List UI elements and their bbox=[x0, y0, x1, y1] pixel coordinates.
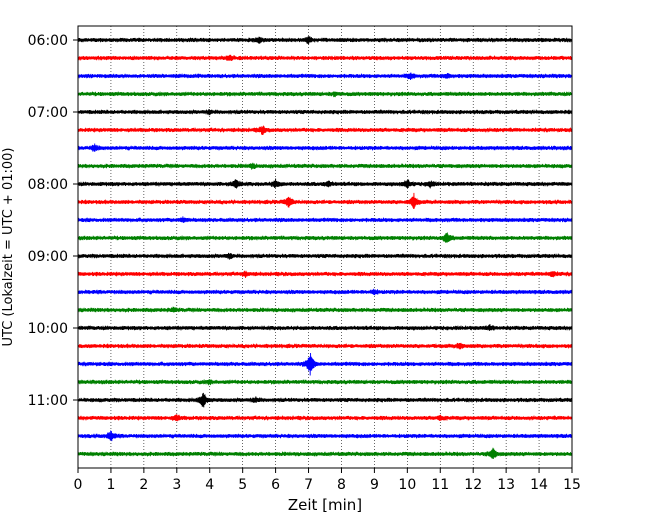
y-tick-label: 07:00 bbox=[28, 105, 68, 121]
x-tick-label: 1 bbox=[106, 477, 115, 493]
x-axis-label: Zeit [min] bbox=[288, 496, 362, 514]
x-tick-label: 9 bbox=[370, 477, 379, 493]
x-tick-label: 13 bbox=[497, 477, 515, 493]
trace-0730 bbox=[77, 143, 573, 152]
y-tick-label: 11:00 bbox=[28, 393, 68, 409]
trace-layer bbox=[77, 36, 573, 459]
trace-1115 bbox=[77, 414, 573, 422]
trace-1100 bbox=[77, 392, 573, 408]
x-axis: 0 1 2 3 4 5 6 7 8 9 10 11 12 13 14 15 bbox=[74, 468, 581, 493]
y-axis: 06:00 07:00 08:00 09:00 10:00 11:00 bbox=[28, 33, 78, 409]
trace-0745 bbox=[77, 162, 573, 170]
y-tick-label: 08:00 bbox=[28, 177, 68, 193]
trace-0630 bbox=[77, 72, 573, 80]
plot-frame bbox=[77, 25, 573, 469]
x-tick-label: 6 bbox=[271, 477, 280, 493]
x-tick-label: 7 bbox=[304, 477, 313, 493]
trace-0800 bbox=[77, 178, 573, 189]
trace-0815 bbox=[77, 192, 573, 209]
x-tick-label: 8 bbox=[337, 477, 346, 493]
trace-1000 bbox=[77, 324, 573, 331]
trace-1130 bbox=[77, 430, 573, 442]
trace-0830 bbox=[77, 216, 573, 224]
trace-0900 bbox=[77, 252, 573, 260]
trace-0915 bbox=[77, 270, 573, 278]
trace-1015 bbox=[77, 342, 573, 350]
x-tick-label: 5 bbox=[238, 477, 247, 493]
y-tick-label: 09:00 bbox=[28, 249, 68, 265]
y-tick-label: 06:00 bbox=[28, 33, 68, 49]
trace-0600 bbox=[77, 36, 573, 45]
x-tick-label: 0 bbox=[74, 477, 83, 493]
trace-0715 bbox=[77, 125, 573, 135]
x-tick-label: 3 bbox=[172, 477, 181, 493]
trace-0615 bbox=[77, 54, 573, 61]
x-tick-label: 14 bbox=[530, 477, 548, 493]
trace-0845 bbox=[77, 232, 573, 243]
x-tick-label: 4 bbox=[205, 477, 214, 493]
y-tick-label: 10:00 bbox=[28, 321, 68, 337]
y-axis-label: UTC (Lokalzeit = UTC + 01:00) bbox=[1, 148, 16, 347]
x-tick-label: 15 bbox=[563, 477, 581, 493]
trace-1030 bbox=[77, 353, 573, 376]
x-tick-label: 11 bbox=[431, 477, 449, 493]
trace-0700 bbox=[77, 109, 573, 116]
trace-0930 bbox=[77, 288, 573, 296]
x-tick-label: 2 bbox=[139, 477, 148, 493]
trace-0645 bbox=[77, 91, 573, 98]
trace-1045 bbox=[77, 379, 573, 386]
x-tick-label: 10 bbox=[398, 477, 416, 493]
x-tick-label: 12 bbox=[464, 477, 482, 493]
trace-0945 bbox=[77, 306, 573, 313]
trace-1145 bbox=[77, 447, 573, 459]
